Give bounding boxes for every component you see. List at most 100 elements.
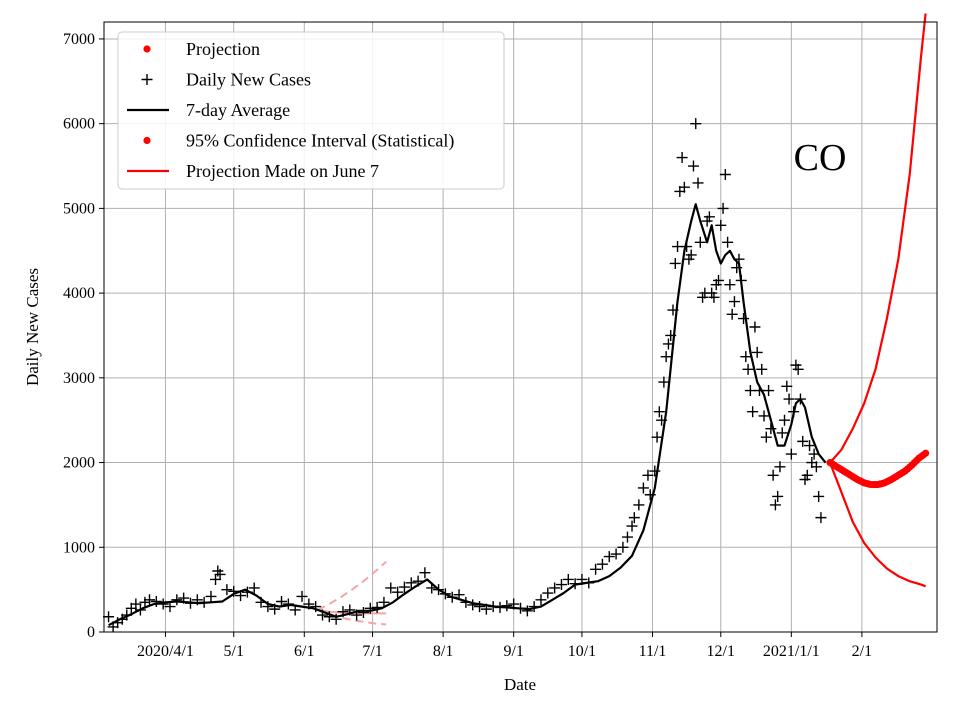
daily-case-point	[357, 607, 369, 619]
daily-case-point	[703, 211, 715, 223]
daily-case-point	[210, 573, 222, 585]
daily-case-point	[642, 469, 654, 481]
daily-case-point	[610, 548, 622, 560]
ci-upper-line	[829, 13, 927, 464]
daily-case-point	[130, 598, 142, 610]
x-axis-ticks: 2020/4/1 5/1 6/1 7/1 8/1 9/1 10/1 11/1 12/1 2021/…	[137, 632, 872, 660]
y-tick-label: 6000	[63, 116, 95, 133]
daily-case-point	[628, 512, 640, 524]
daily-case-point	[603, 551, 615, 563]
daily-case-point	[658, 376, 670, 388]
legend-marker-dot	[143, 136, 151, 145]
daily-case-point	[747, 406, 759, 418]
legend-label: Projection	[186, 39, 260, 59]
june7-upper-line	[317, 560, 387, 611]
daily-case-point	[722, 236, 734, 248]
x-tick-label: 5/1	[224, 643, 244, 660]
projection-point	[922, 449, 930, 457]
y-axis-label: Daily New Cases	[23, 268, 42, 386]
daily-case-point	[692, 177, 704, 189]
daily-case-point	[651, 431, 663, 443]
daily-case-point	[214, 568, 226, 580]
daily-case-point	[738, 313, 750, 325]
legend-label: Daily New Cases	[186, 70, 311, 90]
daily-case-point	[330, 613, 342, 625]
y-axis-ticks: 0 1000 2000 3000 4000 5000 6000 7000	[63, 31, 104, 641]
ci-lower-line	[828, 462, 926, 588]
daily-case-point	[781, 380, 793, 392]
daily-case-point	[813, 490, 825, 502]
daily-case-point	[774, 461, 786, 473]
y-tick-label: 2000	[63, 455, 95, 472]
y-tick-label: 3000	[63, 370, 95, 387]
daily-case-point	[467, 599, 479, 611]
y-tick-label: 7000	[63, 31, 95, 48]
daily-case-point	[685, 249, 697, 261]
plot-frame	[103, 21, 938, 633]
x-axis-label: Date	[504, 675, 536, 694]
daily-case-point	[758, 410, 770, 422]
legend-label: Projection Made on June 7	[186, 161, 379, 181]
daily-case-point	[542, 587, 554, 599]
daily-case-point	[804, 440, 816, 452]
x-tick-label: 2/1	[852, 643, 872, 660]
x-tick-label: 8/1	[433, 643, 453, 660]
daily-case-point	[801, 469, 813, 481]
june7-lower-line	[317, 609, 387, 626]
legend-marker-plus	[141, 74, 153, 85]
y-tick-label: 5000	[63, 200, 95, 217]
daily-case-point	[221, 584, 233, 596]
daily-case-point	[364, 602, 376, 614]
daily-case-point	[596, 558, 608, 570]
daily-case-point	[767, 469, 779, 481]
seven-day-average-line	[108, 203, 827, 627]
daily-case-point	[144, 594, 156, 606]
daily-case-point	[726, 308, 738, 320]
state-annotation: CO	[794, 137, 847, 179]
x-tick-label: 2020/4/1	[137, 643, 194, 660]
x-tick-label: 7/1	[362, 643, 382, 660]
daily-case-point	[474, 601, 486, 613]
daily-case-point	[763, 385, 775, 397]
daily-case-point	[779, 414, 791, 426]
x-tick-label: 12/1	[707, 643, 735, 660]
y-tick-label: 1000	[63, 539, 95, 556]
daily-case-point	[724, 279, 736, 291]
daily-case-point	[749, 321, 761, 333]
legend-label: 95% Confidence Interval (Statistical)	[186, 131, 454, 152]
daily-case-point	[715, 219, 727, 231]
daily-case-point	[626, 520, 638, 532]
y-tick-label: 0	[87, 624, 95, 641]
daily-case-point	[719, 169, 731, 180]
daily-case-point	[637, 482, 649, 494]
daily-case-point	[150, 596, 162, 607]
projection-series	[826, 449, 930, 489]
confidence-interval-series	[828, 13, 927, 588]
daily-case-point	[633, 499, 645, 511]
daily-case-point	[776, 427, 788, 439]
daily-case-point	[815, 512, 827, 524]
daily-case-point	[769, 499, 781, 511]
daily-case-point	[521, 605, 533, 617]
daily-case-point	[669, 257, 681, 269]
daily-case-point	[103, 611, 115, 623]
x-tick-label: 9/1	[503, 643, 523, 660]
daily-case-point	[549, 582, 561, 594]
daily-case-point	[419, 567, 431, 579]
daily-case-point	[772, 490, 784, 502]
x-tick-label: 6/1	[294, 643, 314, 660]
daily-case-point	[756, 363, 768, 375]
legend-box	[117, 31, 505, 190]
daily-case-point	[385, 582, 397, 594]
daily-case-point	[783, 393, 795, 405]
x-tick-label: 2021/1/1	[763, 643, 820, 660]
daily-case-point	[535, 594, 547, 606]
daily-case-point	[792, 363, 804, 375]
daily-case-point	[708, 291, 720, 303]
daily-case-point	[398, 581, 410, 593]
daily-case-point	[742, 363, 754, 375]
daily-case-point	[740, 351, 752, 363]
daily-case-point	[765, 423, 777, 435]
legend: Projection Daily New Cases 7-day Average 95…	[117, 31, 505, 190]
